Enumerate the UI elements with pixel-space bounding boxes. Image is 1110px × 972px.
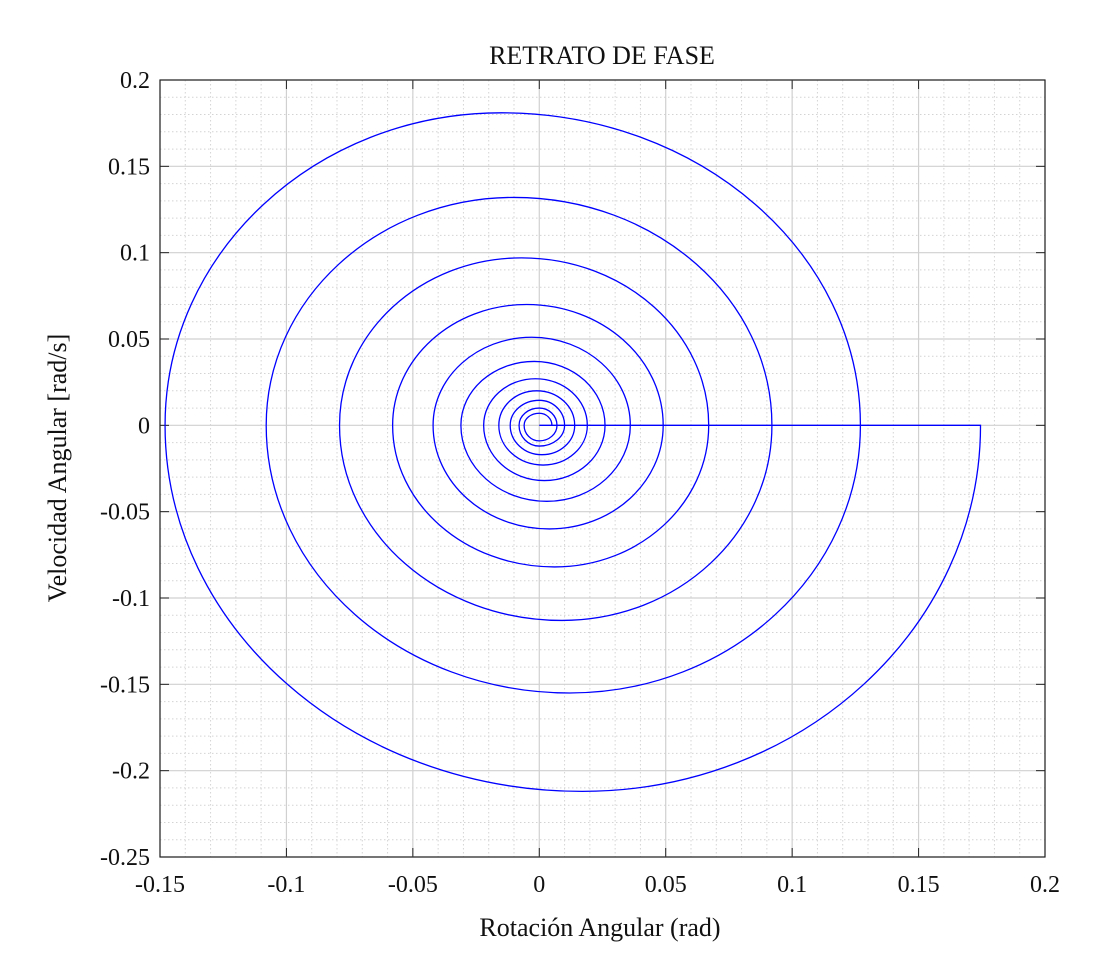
x-tick-label: -0.15 [135,872,185,898]
x-tick-label: 0 [533,872,545,898]
y-tick-label: -0.15 [100,672,150,698]
y-tick-label: -0.2 [112,759,150,785]
y-tick-label: 0.05 [108,327,150,353]
x-tick-label: 0.2 [1030,872,1060,898]
series-line [164,112,982,793]
x-tick-label: 0.1 [777,872,807,898]
plot-frame [159,79,1046,858]
y-tick-label: -0.05 [100,500,150,526]
x-tick-label: 0.05 [645,872,687,898]
y-tick-label: 0 [138,413,150,439]
y-tick-label: 0.2 [120,68,150,94]
y-tick-label: 0.1 [120,241,150,267]
y-tick-label: -0.25 [100,845,150,871]
x-axis-label: Rotación Angular (rad) [479,913,720,942]
y-tick-label: -0.1 [112,586,150,612]
x-tick-label: -0.1 [267,872,305,898]
y-axis-label: Velocidad Angular [rad/s] [43,334,72,603]
x-tick-label: 0.15 [898,872,940,898]
chart-title: RETRATO DE FASE [489,41,715,70]
y-tick-label: 0.15 [108,154,150,180]
x-tick-label: -0.05 [388,872,438,898]
